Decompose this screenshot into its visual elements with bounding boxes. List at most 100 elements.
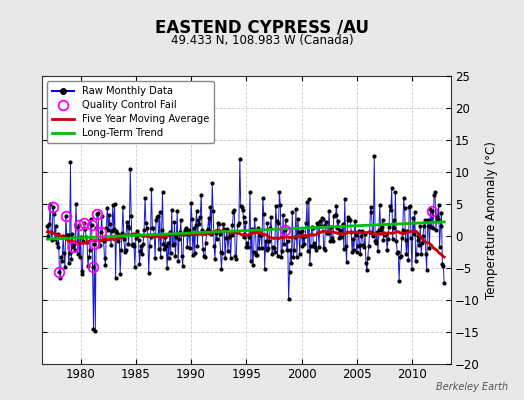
Point <box>167 250 175 256</box>
Point <box>422 250 430 257</box>
Point <box>328 234 336 241</box>
Point <box>215 231 224 238</box>
Point <box>147 186 156 192</box>
Point <box>383 247 391 254</box>
Point <box>110 226 118 232</box>
Point <box>137 243 146 250</box>
Point <box>179 263 187 270</box>
Point <box>68 231 77 238</box>
Point <box>371 238 379 244</box>
Point <box>70 241 78 248</box>
Point <box>417 251 425 257</box>
Point <box>160 246 169 252</box>
Point <box>221 255 230 261</box>
Point <box>424 222 433 229</box>
Point <box>286 268 294 275</box>
Point <box>156 209 164 215</box>
Point <box>180 230 188 237</box>
Point <box>241 218 249 225</box>
Point <box>330 213 338 219</box>
Point <box>435 244 444 250</box>
Point <box>45 220 53 227</box>
Point <box>168 242 177 248</box>
Point <box>267 214 275 220</box>
Point <box>431 189 439 195</box>
Point <box>74 222 83 228</box>
Point <box>304 248 312 254</box>
Point <box>254 224 263 231</box>
Point <box>276 202 285 208</box>
Point <box>204 215 213 222</box>
Point <box>166 229 174 236</box>
Point <box>419 232 427 239</box>
Point <box>258 245 266 252</box>
Point <box>52 239 61 246</box>
Point <box>362 260 370 266</box>
Point <box>84 263 92 269</box>
Point <box>437 210 445 216</box>
Point <box>193 242 202 249</box>
Point <box>227 231 236 238</box>
Point <box>178 252 186 259</box>
Point <box>421 217 429 223</box>
Point <box>211 256 219 262</box>
Point <box>376 202 384 208</box>
Point <box>248 226 256 232</box>
Point <box>114 238 123 244</box>
Point <box>288 208 297 215</box>
Point <box>293 216 302 222</box>
Point <box>117 246 125 253</box>
Point <box>283 237 292 244</box>
Point <box>367 209 376 216</box>
Point <box>132 235 140 241</box>
Point <box>312 247 321 253</box>
Point <box>320 246 329 253</box>
Point <box>408 266 416 272</box>
Point <box>422 267 431 273</box>
Point <box>403 228 411 234</box>
Point <box>275 189 283 195</box>
Point <box>233 229 241 235</box>
Point <box>404 257 412 263</box>
Point <box>49 203 57 210</box>
Point <box>133 228 141 235</box>
Point <box>396 254 404 260</box>
Point <box>112 228 121 234</box>
Point <box>384 236 392 242</box>
Point <box>243 240 252 246</box>
Point <box>413 237 422 244</box>
Point <box>62 232 71 238</box>
Point <box>90 240 99 247</box>
Point <box>104 227 112 234</box>
Point <box>432 226 440 233</box>
Point <box>426 206 434 212</box>
Text: EASTEND CYPRESS /AU: EASTEND CYPRESS /AU <box>155 18 369 36</box>
Point <box>115 232 124 239</box>
Point <box>240 234 248 240</box>
Point <box>183 244 192 250</box>
Point <box>346 216 355 223</box>
Point <box>405 204 413 210</box>
Point <box>304 196 313 202</box>
Point <box>303 199 311 206</box>
Point <box>416 223 424 230</box>
Point <box>60 250 68 257</box>
Point <box>320 244 328 251</box>
Legend: Raw Monthly Data, Quality Control Fail, Five Year Moving Average, Long-Term Tren: Raw Monthly Data, Quality Control Fail, … <box>47 81 214 143</box>
Point <box>80 220 89 226</box>
Point <box>385 224 393 230</box>
Point <box>148 225 157 231</box>
Point <box>180 226 189 233</box>
Point <box>123 219 131 225</box>
Point <box>373 228 381 235</box>
Point <box>47 229 56 236</box>
Point <box>389 217 398 223</box>
Point <box>394 249 402 255</box>
Point <box>157 227 166 233</box>
Point <box>397 253 405 259</box>
Point <box>244 244 253 250</box>
Point <box>61 264 69 271</box>
Point <box>86 216 95 222</box>
Point <box>338 231 346 238</box>
Point <box>78 268 86 274</box>
